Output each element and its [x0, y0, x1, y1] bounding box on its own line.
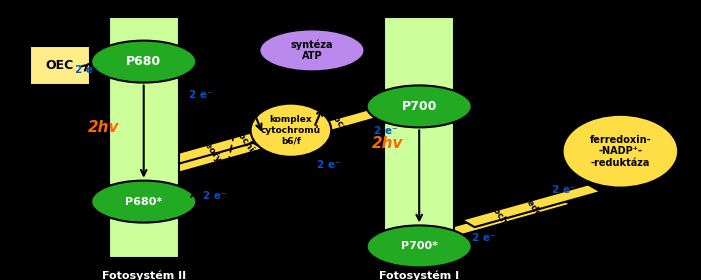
Text: fylochinon: fylochinon	[484, 195, 522, 244]
Text: ferredoxin-
-NADP⁺-
-reduktáza: ferredoxin- -NADP⁺- -reduktáza	[590, 135, 651, 168]
Text: 2hv: 2hv	[88, 120, 119, 135]
Text: OEC: OEC	[46, 59, 74, 72]
Text: plastocyanin: plastocyanin	[316, 94, 361, 152]
Text: komplex
cytochromů
b6/f: komplex cytochromů b6/f	[261, 115, 321, 146]
Bar	[109, 17, 179, 258]
Bar	[135, 132, 297, 181]
Ellipse shape	[250, 104, 331, 157]
Ellipse shape	[562, 115, 679, 188]
Circle shape	[259, 29, 365, 71]
Text: P680: P680	[126, 55, 161, 68]
Text: syntéza
ATP: syntéza ATP	[291, 39, 333, 61]
Text: plastochinon: plastochinon	[222, 111, 266, 169]
FancyBboxPatch shape	[30, 46, 90, 85]
Text: 2 e⁻: 2 e⁻	[189, 90, 213, 100]
Text: 2 e⁻: 2 e⁻	[75, 65, 99, 75]
Bar	[252, 97, 426, 149]
Text: Fotosystém I: Fotosystém I	[379, 270, 459, 280]
Circle shape	[367, 225, 472, 267]
Text: 2hv: 2hv	[372, 136, 403, 151]
Text: Fotosystém II: Fotosystém II	[102, 270, 186, 280]
Text: 2 e⁻: 2 e⁻	[472, 233, 496, 243]
Text: P700*: P700*	[401, 241, 437, 251]
Text: 2 e⁻: 2 e⁻	[552, 185, 576, 195]
Circle shape	[367, 85, 472, 127]
Text: 2 e⁻: 2 e⁻	[203, 191, 227, 201]
Bar	[384, 17, 454, 258]
Circle shape	[91, 41, 196, 83]
Text: P700: P700	[402, 100, 437, 113]
Bar	[462, 185, 601, 227]
Text: feofytin: feofytin	[200, 138, 231, 176]
Text: 2 e⁻: 2 e⁻	[374, 126, 397, 136]
Bar	[157, 114, 331, 166]
Text: P680*: P680*	[125, 197, 163, 207]
Bar	[432, 197, 571, 240]
Text: 2 e⁻: 2 e⁻	[317, 160, 341, 170]
Text: ferredoxin: ferredoxin	[515, 183, 552, 232]
Circle shape	[91, 181, 196, 223]
